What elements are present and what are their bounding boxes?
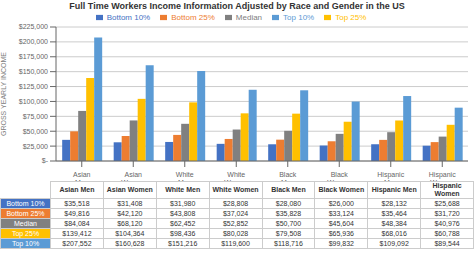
svg-text:$225,000: $225,000 <box>19 23 48 30</box>
svg-text:$75,000: $75,000 <box>23 113 48 120</box>
html-text:Bottom 10%: Bottom 10% <box>6 199 45 207</box>
html-text:$31,720: $31,720 <box>434 209 460 217</box>
svg-text:BlackWomen: BlackWomen <box>327 171 351 181</box>
html-text:Asian Men: Asian Men <box>59 186 95 193</box>
html-text:$80,028: $80,028 <box>222 229 249 237</box>
svg-text:$-: $- <box>42 157 49 164</box>
html-text:$65,936: $65,936 <box>328 229 354 237</box>
svg-text:$150,000: $150,000 <box>19 68 48 75</box>
svg-text:AsianWomen: AsianWomen <box>121 171 145 181</box>
html-text:$50,700: $50,700 <box>275 219 302 227</box>
html-text:$26,000: $26,000 <box>328 199 354 207</box>
html-text:Median: Median <box>235 13 263 22</box>
html-text:$31,980: $31,980 <box>170 199 196 207</box>
svg-text:WhiteMen: WhiteMen <box>176 171 194 181</box>
svg-text:$25,000: $25,000 <box>23 143 48 150</box>
html-text:Bottom 10%: Bottom 10% <box>106 13 151 22</box>
html-text:Top 25%: Top 25% <box>335 13 367 22</box>
html-text:$40,976: $40,976 <box>434 219 460 227</box>
html-text:$49,816: $49,816 <box>64 209 90 217</box>
html-text:$104,364: $104,364 <box>115 229 145 237</box>
html-text:$45,604: $45,604 <box>328 219 354 227</box>
html-text:$62,452: $62,452 <box>170 219 196 227</box>
svg-text:AsianMen: AsianMen <box>73 171 91 181</box>
html-text:$48,384: $48,384 <box>381 219 407 227</box>
html-text:$31,408: $31,408 <box>117 199 143 207</box>
html-text:$84,084: $84,084 <box>64 219 90 227</box>
html-text:Hispanic Men: Hispanic Men <box>371 186 417 193</box>
html-text:$207,552: $207,552 <box>62 239 92 247</box>
html-text:$99,832: $99,832 <box>328 239 354 247</box>
html-text:$68,120: $68,120 <box>117 219 143 227</box>
html-text:Black Men: Black Men <box>271 186 306 193</box>
html-text:$98,436: $98,436 <box>170 229 196 237</box>
html-text:Top 10%: Top 10% <box>11 239 40 247</box>
html-text:White Women: White Women <box>212 186 259 193</box>
svg-text:$200,000: $200,000 <box>19 38 48 45</box>
html-text:$35,518: $35,518 <box>64 199 90 207</box>
html-text:Top 25%: Top 25% <box>11 229 40 237</box>
html-text:Black Women: Black Women <box>318 186 365 193</box>
html-text:Median: Median <box>14 219 37 227</box>
svg-text:$175,000: $175,000 <box>19 53 48 60</box>
svg-text:$50,000: $50,000 <box>23 128 48 135</box>
html-text:$35,828: $35,828 <box>275 209 302 217</box>
html-text:$139,412: $139,412 <box>62 229 92 237</box>
html-text:Full Time Workers Income Infor: Full Time Workers Income Information Adj… <box>69 1 405 11</box>
html-text:$42,120: $42,120 <box>117 209 143 217</box>
html-text:$118,716: $118,716 <box>274 239 303 247</box>
html-text:Bottom 25%: Bottom 25% <box>6 209 45 217</box>
html-text:$160,628: $160,628 <box>115 239 145 247</box>
html-text:$52,852: $52,852 <box>222 219 249 227</box>
svg-text:BlackMen: BlackMen <box>279 171 297 181</box>
svg-text:$125,000: $125,000 <box>19 83 48 90</box>
svg-text:GROSS YEARLY INCOME: GROSS YEARLY INCOME <box>0 52 7 136</box>
html-text:$109,092: $109,092 <box>379 239 409 247</box>
html-text:$28,132: $28,132 <box>381 199 407 207</box>
html-text:$35,464: $35,464 <box>381 209 407 217</box>
html-text:$25,688: $25,688 <box>434 199 460 207</box>
html-text:$119,600: $119,600 <box>221 239 250 247</box>
html-text:White Men: White Men <box>165 186 201 193</box>
svg-text:WhiteWomen: WhiteWomen <box>224 171 248 181</box>
html-text:$79,508: $79,508 <box>275 229 302 237</box>
svg-text:HispanicMen: HispanicMen <box>377 171 404 181</box>
html-text:$68,016: $68,016 <box>381 229 407 237</box>
html-text:$43,808: $43,808 <box>170 209 196 217</box>
html-text:$37,024: $37,024 <box>222 209 249 217</box>
html-text:Bottom 25%: Bottom 25% <box>171 13 215 22</box>
html-text:$60,788: $60,788 <box>434 229 460 237</box>
html-text:$151,216: $151,216 <box>168 239 198 247</box>
html-text:$28,080: $28,080 <box>275 199 302 207</box>
html-text:Top 10%: Top 10% <box>283 13 315 22</box>
html-text:$89,544: $89,544 <box>434 239 460 247</box>
html-text:$28,808: $28,808 <box>222 199 249 207</box>
html-text:Asian Women: Asian Women <box>106 186 153 193</box>
html-text:$33,124: $33,124 <box>328 209 354 217</box>
svg-text:HispanicWomen: HispanicWomen <box>429 171 456 181</box>
svg-text:$100,000: $100,000 <box>19 98 48 105</box>
